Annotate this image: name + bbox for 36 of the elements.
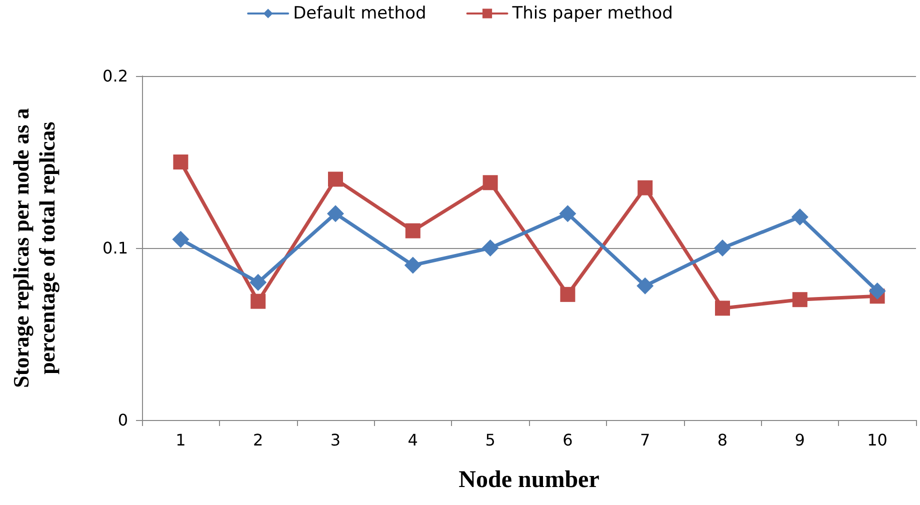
legend-label: This paper method [511,4,673,24]
point [715,300,730,316]
x-tick-label: 2 [253,430,264,450]
point [868,282,886,300]
y-axis-title: Storage replicas per node as a percentage of total replicas [8,108,60,388]
point [638,180,653,196]
point [714,240,731,256]
point [404,256,422,274]
point [405,223,420,238]
y-tick-label: 0.2 [102,66,128,86]
x-tick-label: 8 [717,430,728,450]
x-tick-label: 7 [640,430,650,450]
x-tick-label: 4 [408,430,418,450]
y-tick-label: 0 [118,410,128,430]
x-tick-label: 1 [176,430,186,450]
x-tick-label: 10 [867,430,888,450]
x-tick-label: 6 [562,430,573,450]
point [327,205,344,222]
x-axis-title: Node number [458,467,600,493]
point [250,274,267,291]
point [560,286,576,302]
x-tick-label: 5 [485,430,496,450]
point [328,172,343,187]
point [791,208,808,226]
y-tick-label: 0.1 [102,238,128,258]
point [482,175,498,190]
point [792,292,808,308]
legend-label: Default method [293,4,426,24]
x-tick-label: 3 [330,430,341,450]
point [173,154,188,170]
point [636,277,654,294]
point [250,294,266,309]
x-tick-label: 9 [794,430,805,450]
point [482,240,499,256]
point [172,230,190,248]
point [559,205,576,222]
